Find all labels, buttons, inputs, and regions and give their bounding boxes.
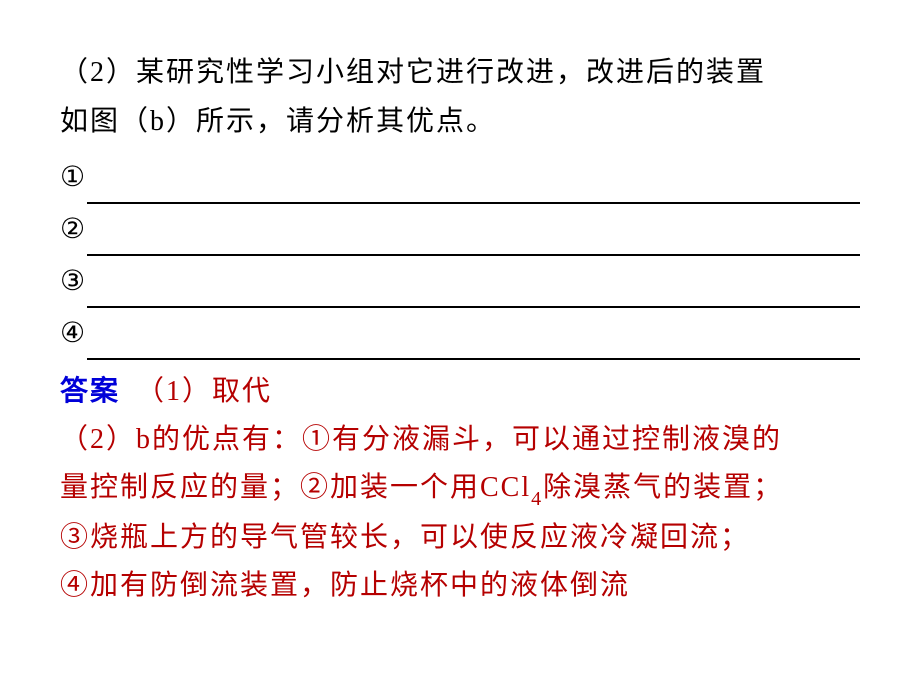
blank-number: ④ [60, 308, 87, 360]
blank-line [87, 164, 860, 204]
answer-body-line: （2）b的优点有：①有分液漏斗，可以通过控制液溴的 [60, 424, 782, 455]
question-line-1: （2）某研究性学习小组对它进行改进，改进后的装置 [60, 57, 766, 88]
answer-body-line: ③烧瓶上方的导气管较长，可以使反应液冷凝回流； [60, 522, 750, 553]
answer-body-pre-sub: 量控制反应的量；②加装一个用CCl [60, 472, 531, 503]
blank-number: ② [60, 204, 87, 256]
blank-number: ① [60, 152, 87, 204]
blank-row: ④ [60, 308, 860, 360]
page-content: （2）某研究性学习小组对它进行改进，改进后的装置 如图（b）所示，请分析其优点。… [0, 0, 920, 611]
blank-line [87, 320, 860, 360]
answer-label: 答案 [60, 376, 120, 407]
answer-body-line: 量控制反应的量；②加装一个用CCl4除溴蒸气的装置； [60, 472, 783, 503]
question-text: （2）某研究性学习小组对它进行改进，改进后的装置 如图（b）所示，请分析其优点。 [60, 48, 860, 146]
blank-row: ② [60, 204, 860, 256]
blank-line [87, 216, 860, 256]
answer-body-line: ④加有防倒流装置，防止烧杯中的液体倒流 [60, 570, 630, 601]
question-line-2: 如图（b）所示，请分析其优点。 [60, 106, 496, 137]
answer-body-post-sub: 除溴蒸气的装置； [543, 472, 783, 503]
blank-number: ③ [60, 256, 87, 308]
answer-part1: （1）取代 [120, 376, 272, 407]
blank-row: ③ [60, 256, 860, 308]
answer-block: 答案 （1）取代 （2）b的优点有：①有分液漏斗，可以通过控制液溴的 量控制反应… [60, 368, 860, 611]
blank-line [87, 268, 860, 308]
blanks-block: ① ② ③ ④ [60, 152, 860, 360]
blank-row: ① [60, 152, 860, 204]
subscript: 4 [531, 488, 543, 510]
